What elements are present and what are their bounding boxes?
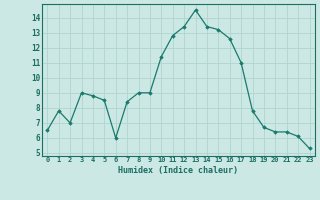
X-axis label: Humidex (Indice chaleur): Humidex (Indice chaleur) — [118, 166, 238, 175]
